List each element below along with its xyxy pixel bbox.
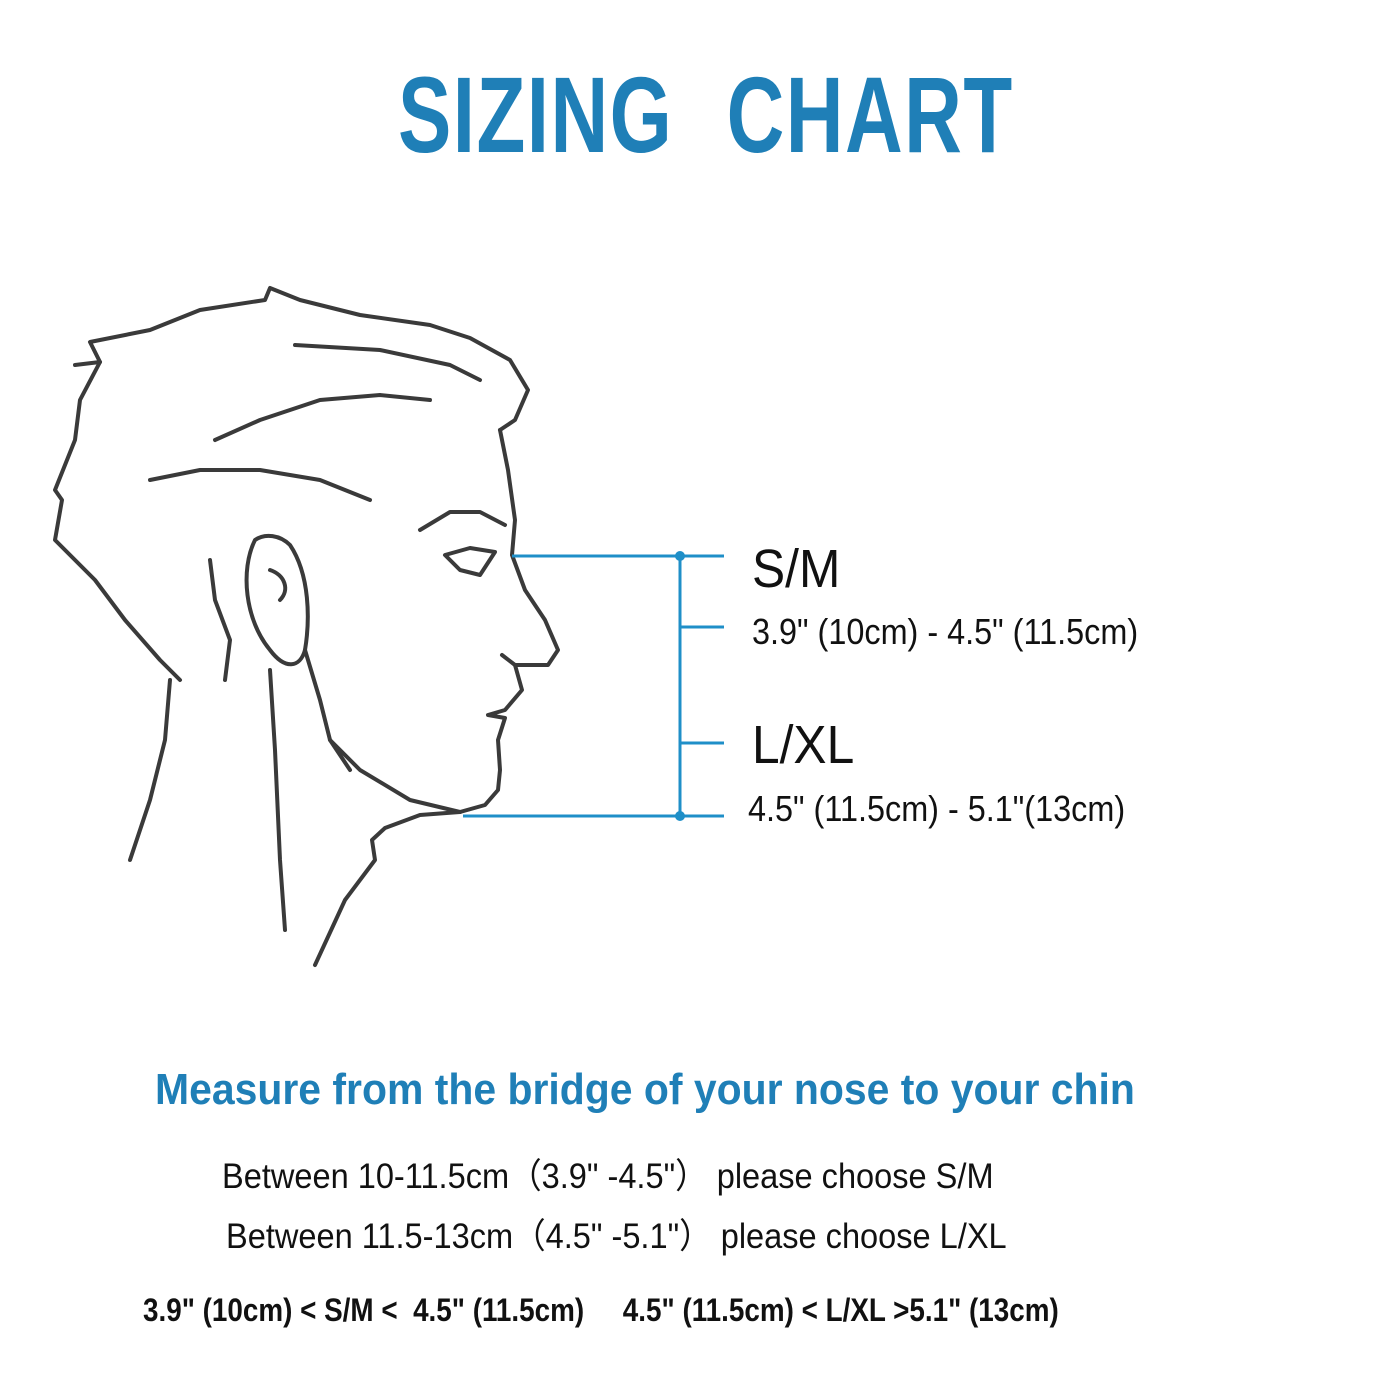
size-range-lxl: 4.5" (11.5cm) - 5.1"(13cm) xyxy=(748,788,1126,829)
size-summary: 3.9" (10cm) < S/M < 4.5" (11.5cm) 4.5" (… xyxy=(143,1292,1059,1328)
rule-lxl: Between 11.5-13cm（4.5" -5.1"） please cho… xyxy=(226,1217,1007,1256)
measure-instruction: Measure from the bridge of your nose to … xyxy=(155,1065,1135,1114)
bottom-dot xyxy=(675,811,685,821)
title-word-chart: CHART xyxy=(726,54,1014,175)
title-word-sizing: SIZING xyxy=(398,54,674,175)
head-profile-sketch xyxy=(53,286,560,967)
page-title: SIZING CHART xyxy=(398,52,1014,177)
size-range-sm: 3.9" (10cm) - 4.5" (11.5cm) xyxy=(752,611,1139,652)
rule-sm: Between 10-11.5cm（3.9" -4.5"） please cho… xyxy=(222,1157,994,1196)
measurement-guide xyxy=(463,554,724,818)
size-label-lxl: L/XL xyxy=(752,715,855,775)
size-label-sm: S/M xyxy=(752,539,841,599)
top-dot xyxy=(675,551,685,561)
